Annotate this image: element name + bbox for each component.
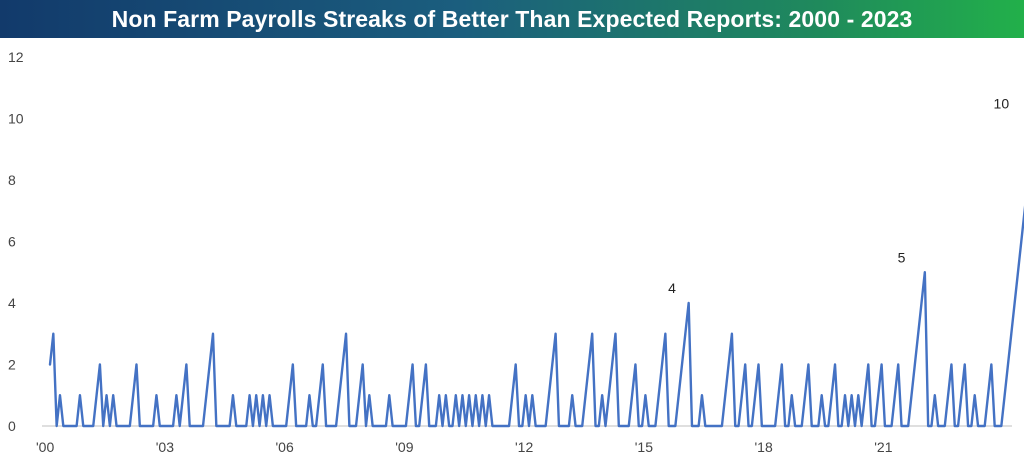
y-tick-label: 4 [8,295,16,311]
x-tick-label: '12 [515,439,533,455]
x-tick-label: '09 [395,439,413,455]
data-label: 10 [994,96,1010,112]
x-axis: '00 '03 '06 '09 '12 '15 '18 '21 [36,425,1012,455]
y-tick-label: 12 [8,49,24,65]
y-tick-label: 2 [8,357,16,373]
y-tick-label: 0 [8,418,16,434]
annotations: 4 5 10 [668,96,1009,297]
x-tick-label: '21 [874,439,892,455]
x-tick-label: '03 [156,439,174,455]
x-tick-label: '06 [275,439,293,455]
x-tick-label: '00 [36,439,54,455]
title-banner: Non Farm Payrolls Streaks of Better Than… [0,0,1024,38]
y-tick-label: 6 [8,234,16,250]
plot-area [48,205,1024,428]
y-tick-label: 10 [8,111,24,127]
x-tick-label: '18 [754,439,772,455]
y-tick-label: 8 [8,172,16,188]
series-line [48,205,1024,428]
x-tick-label: '15 [635,439,653,455]
chart-area: 0 2 4 6 8 10 12 '00 '03 '06 '09 '12 '15 '18 '21 4 5 10 [8,49,1024,455]
data-label: 5 [898,249,906,265]
data-label: 4 [668,280,676,296]
y-axis: 0 2 4 6 8 10 12 [8,49,24,434]
chart-title: Non Farm Payrolls Streaks of Better Than… [111,5,913,32]
